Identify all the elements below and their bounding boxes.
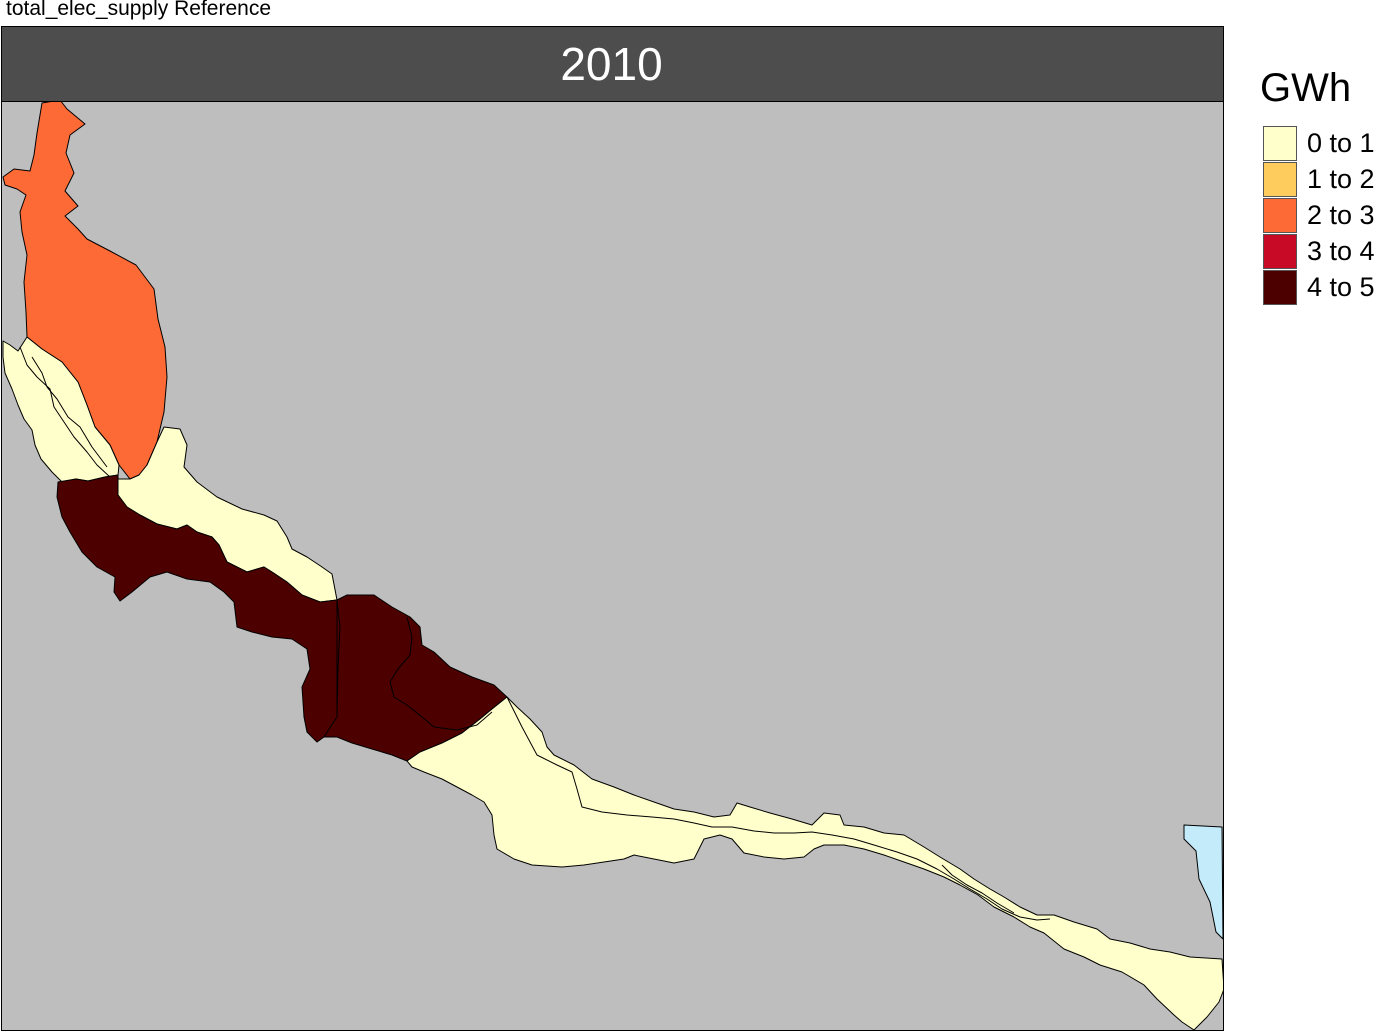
legend-item: 2 to 3: [1259, 197, 1375, 233]
legend-title: GWh: [1260, 66, 1352, 110]
legend-label: 0 to 1: [1307, 127, 1375, 158]
legend-item: 0 to 1: [1259, 125, 1375, 161]
region-lower-eastern-basin[interactable]: [406, 696, 1223, 1030]
legend-label: 4 to 5: [1307, 271, 1375, 302]
legend-swatch: [1263, 197, 1297, 233]
water-body: [1183, 824, 1223, 940]
region-western-mid-basin[interactable]: [56, 474, 338, 743]
page-title: total_elec_supply Reference: [6, 0, 272, 20]
legend-item: 4 to 5: [1259, 269, 1375, 305]
legend-swatch: [1263, 125, 1297, 161]
legend-label: 2 to 3: [1307, 199, 1375, 230]
legend-items: 0 to 1 1 to 2 2 to 3 3 to 4 4 to 5: [1259, 125, 1375, 305]
map-panel: 2010: [1, 26, 1224, 1031]
legend-label: 3 to 4: [1307, 235, 1375, 266]
legend-swatch: [1263, 269, 1297, 305]
legend-label: 1 to 2: [1307, 163, 1375, 194]
legend-item: 1 to 2: [1259, 161, 1375, 197]
panel-strip: 2010: [2, 27, 1223, 102]
map-canvas: [2, 99, 1223, 1030]
legend-item: 3 to 4: [1259, 233, 1375, 269]
legend: GWh 0 to 1 1 to 2 2 to 3 3 to 4 4 to 5: [1259, 66, 1375, 305]
legend-swatch: [1263, 233, 1297, 269]
legend-swatch: [1263, 161, 1297, 197]
panel-label: 2010: [560, 38, 663, 90]
